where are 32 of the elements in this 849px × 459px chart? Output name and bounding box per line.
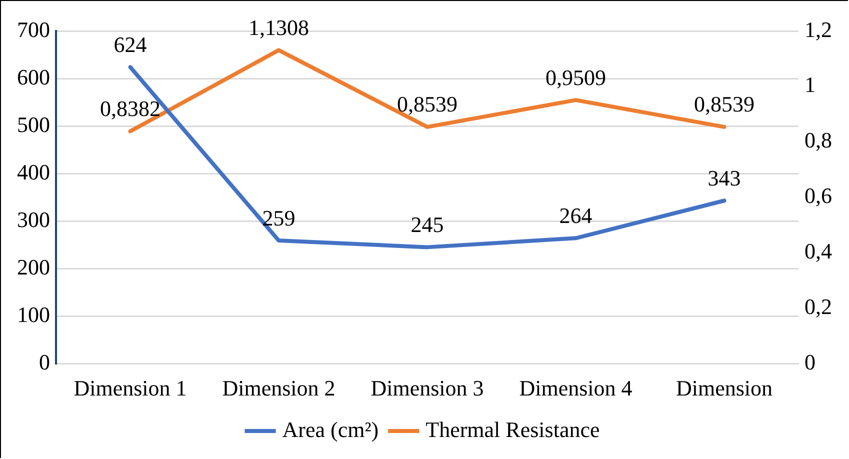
data-label: 0,8539 (694, 92, 754, 117)
data-label: 0,9509 (546, 64, 606, 90)
y2-tick-label: 0,2 (804, 294, 832, 319)
y2-tick-label: 1,2 (804, 16, 832, 42)
data-label: 245 (410, 212, 444, 237)
data-label: 264 (559, 202, 592, 228)
data-label: 0,8539 (397, 92, 458, 117)
y-tick-label: 700 (17, 16, 50, 42)
y-tick-label: 200 (17, 254, 50, 280)
data-label: 343 (708, 165, 741, 190)
y-tick-label: 400 (17, 159, 50, 184)
y2-tick-label: 0,6 (804, 183, 832, 208)
y2-tick-label: 0,8 (804, 128, 832, 153)
data-label: 259 (262, 205, 296, 230)
data-label: 624 (114, 32, 147, 57)
x-tick-label: Dimension 2 (222, 376, 336, 401)
y2-tick-label: 0 (804, 349, 816, 374)
x-tick-label: Dimension (676, 376, 773, 401)
x-tick-label: Dimension 4 (519, 376, 632, 401)
y2-tick-label: 1 (804, 72, 816, 98)
y-tick-label: 0 (39, 349, 50, 374)
y-tick-label: 100 (17, 302, 50, 327)
data-label: 1,1308 (248, 14, 309, 40)
x-tick-label: Dimension 1 (74, 376, 187, 401)
y-tick-label: 600 (17, 64, 50, 90)
y2-tick-label: 0,4 (804, 238, 832, 264)
legend-label: Thermal Resistance (426, 416, 600, 442)
data-label: 0,8382 (100, 96, 160, 122)
legend-label: Area (cm²) (282, 416, 379, 442)
x-tick-label: Dimension 3 (370, 376, 484, 401)
y-tick-label: 500 (17, 112, 50, 137)
y-tick-label: 300 (17, 206, 50, 232)
